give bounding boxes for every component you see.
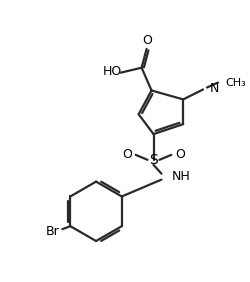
Text: O: O (142, 34, 152, 47)
Text: NH: NH (171, 170, 189, 183)
Text: S: S (148, 153, 157, 167)
Text: Br: Br (46, 225, 59, 238)
Text: HO: HO (102, 65, 121, 78)
Text: CH₃: CH₃ (225, 78, 246, 88)
Text: O: O (174, 148, 184, 161)
Text: N: N (209, 82, 218, 95)
Text: O: O (121, 148, 131, 161)
